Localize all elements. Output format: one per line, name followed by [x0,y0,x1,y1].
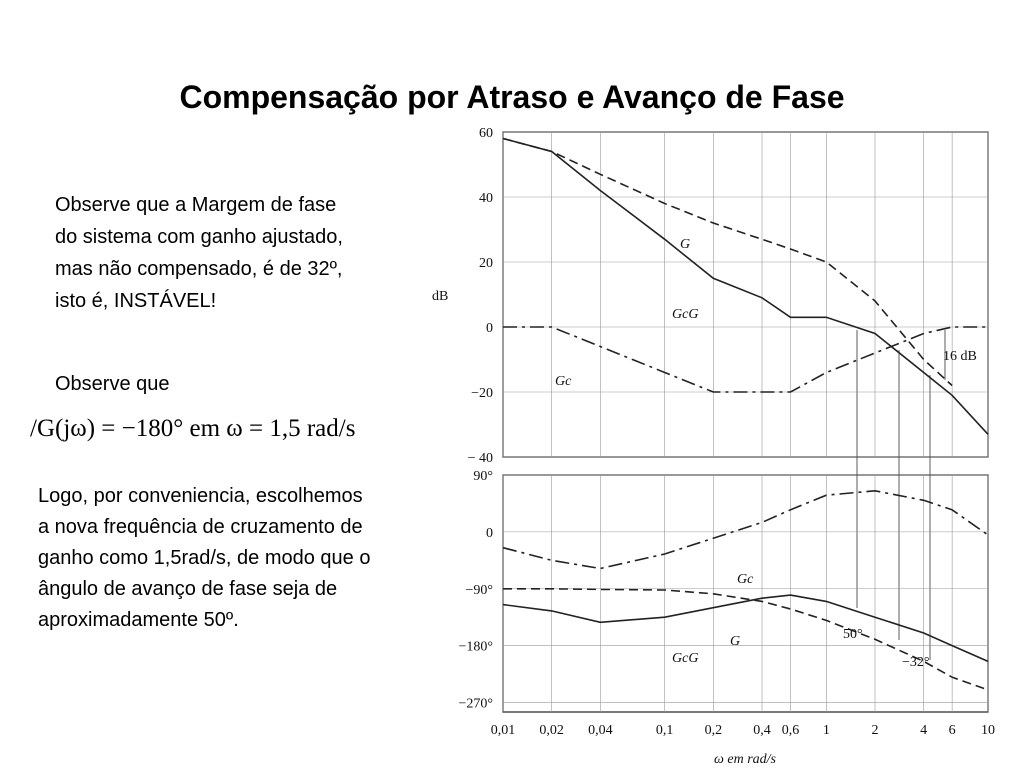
series-line [502,489,989,570]
paragraph: Observe que [55,373,170,395]
series-label: Gc [737,572,754,587]
series-line [502,137,953,387]
formula: /G(jω) = −180° em ω = 1,5 rad/s [30,415,355,442]
paragraph: Logo, por conveniencia, escolhemos a nova… [38,485,370,631]
y-tick-label: 90° [473,469,493,484]
y-tick-label: 60 [479,126,493,141]
y-tick-label: 0 [486,526,493,541]
x-tick-label: 0,01 [491,723,516,738]
x-tick-label: 4 [920,723,927,738]
y-axis-label: dB [432,289,448,304]
x-axis-label: ω em rad/s [714,752,777,767]
text-line: mas não compensado, é de 32º, [55,258,343,280]
series-line [502,137,989,435]
paragraph: Observe que a Margem de fase do sistema c… [55,194,343,312]
text-line: a nova frequência de cruzamento de [38,516,363,538]
annotation: −32° [902,655,930,670]
y-tick-label: 40 [479,191,493,206]
text-line: ganho como 1,5rad/s, de modo que o [38,547,370,569]
text-line: ângulo de avanço de fase seja de [38,578,337,600]
x-tick-label: 0,04 [588,723,613,738]
series-label: G [680,237,690,252]
series-label: GcG [672,307,698,322]
x-tick-label: 0,6 [782,723,800,738]
series-line [502,594,989,663]
x-tick-label: 6 [949,723,956,738]
series-label: GcG [672,651,698,666]
y-tick-label: −90° [466,583,494,598]
text-line: do sistema com ganho ajustado, [55,226,343,248]
plot-frame [502,474,989,713]
y-tick-label: 0 [486,321,493,336]
text-line: Observe que a Margem de fase [55,194,336,216]
x-tick-label: 0,4 [753,723,771,738]
text-line: Logo, por conveniencia, escolhemos [38,485,363,507]
series-line [503,588,989,691]
x-tick-label: 1 [823,723,830,738]
series-line [503,326,988,393]
x-tick-label: 0,2 [705,723,723,738]
text-line: isto é, INSTÁVEL! [55,289,216,312]
text-line: aproximadamente 50º. [38,609,239,631]
x-tick-label: 10 [981,723,995,738]
y-tick-label: −20 [471,386,493,401]
slide-title: Compensação por Atraso e Avanço de Fase [179,79,844,115]
y-tick-label: 20 [479,256,493,271]
x-tick-label: 0,1 [656,723,674,738]
x-tick-label: 2 [871,723,878,738]
y-tick-label: −180° [459,640,494,655]
annotation: 16 dB [943,349,977,364]
x-tick-label: 0,02 [539,723,564,738]
annotation: 50° [843,627,863,642]
y-tick-label: − 40 [468,451,493,466]
series-label: Gc [555,374,572,389]
series-label: G [730,634,740,649]
plot-frame [502,131,989,458]
y-tick-label: −270° [459,697,494,712]
